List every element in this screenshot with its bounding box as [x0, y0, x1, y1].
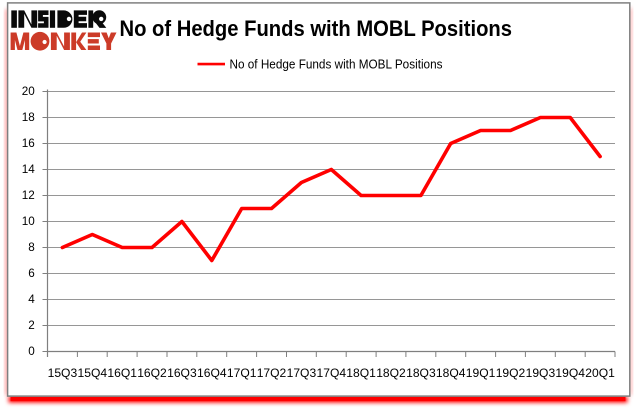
svg-text:No of Hedge Funds with MOBL Po: No of Hedge Funds with MOBL Positions: [230, 58, 443, 72]
svg-text:6: 6: [28, 267, 35, 280]
svg-text:12: 12: [22, 189, 35, 202]
svg-text:19Q4: 19Q4: [555, 366, 585, 380]
svg-text:18Q3: 18Q3: [406, 366, 436, 380]
svg-text:17Q4: 17Q4: [317, 366, 347, 380]
svg-text:No of Hedge Funds with MOBL Po: No of Hedge Funds with MOBL Positions: [120, 16, 513, 41]
svg-text:20: 20: [22, 85, 36, 98]
svg-text:8: 8: [28, 241, 35, 254]
svg-text:17Q1: 17Q1: [227, 366, 257, 380]
svg-text:15Q3: 15Q3: [48, 366, 78, 380]
svg-text:16Q4: 16Q4: [197, 366, 227, 380]
svg-text:18: 18: [22, 111, 35, 124]
svg-text:16: 16: [22, 137, 35, 150]
svg-text:14: 14: [22, 163, 36, 176]
svg-text:15Q4: 15Q4: [78, 366, 108, 380]
svg-text:18Q1: 18Q1: [346, 366, 376, 380]
svg-text:17Q2: 17Q2: [257, 366, 287, 380]
svg-text:19Q3: 19Q3: [526, 366, 556, 380]
svg-text:16Q1: 16Q1: [107, 366, 137, 380]
svg-text:19Q1: 19Q1: [466, 366, 496, 380]
svg-text:4: 4: [28, 293, 35, 306]
svg-text:19Q2: 19Q2: [496, 366, 526, 380]
svg-text:20Q1: 20Q1: [585, 366, 615, 380]
svg-text:2: 2: [28, 319, 35, 332]
svg-text:17Q3: 17Q3: [287, 366, 317, 380]
svg-text:18Q4: 18Q4: [436, 366, 466, 380]
svg-text:0: 0: [28, 345, 35, 358]
svg-text:10: 10: [22, 215, 36, 228]
svg-text:16Q3: 16Q3: [167, 366, 197, 380]
svg-text:16Q2: 16Q2: [137, 366, 167, 380]
svg-text:18Q2: 18Q2: [376, 366, 406, 380]
